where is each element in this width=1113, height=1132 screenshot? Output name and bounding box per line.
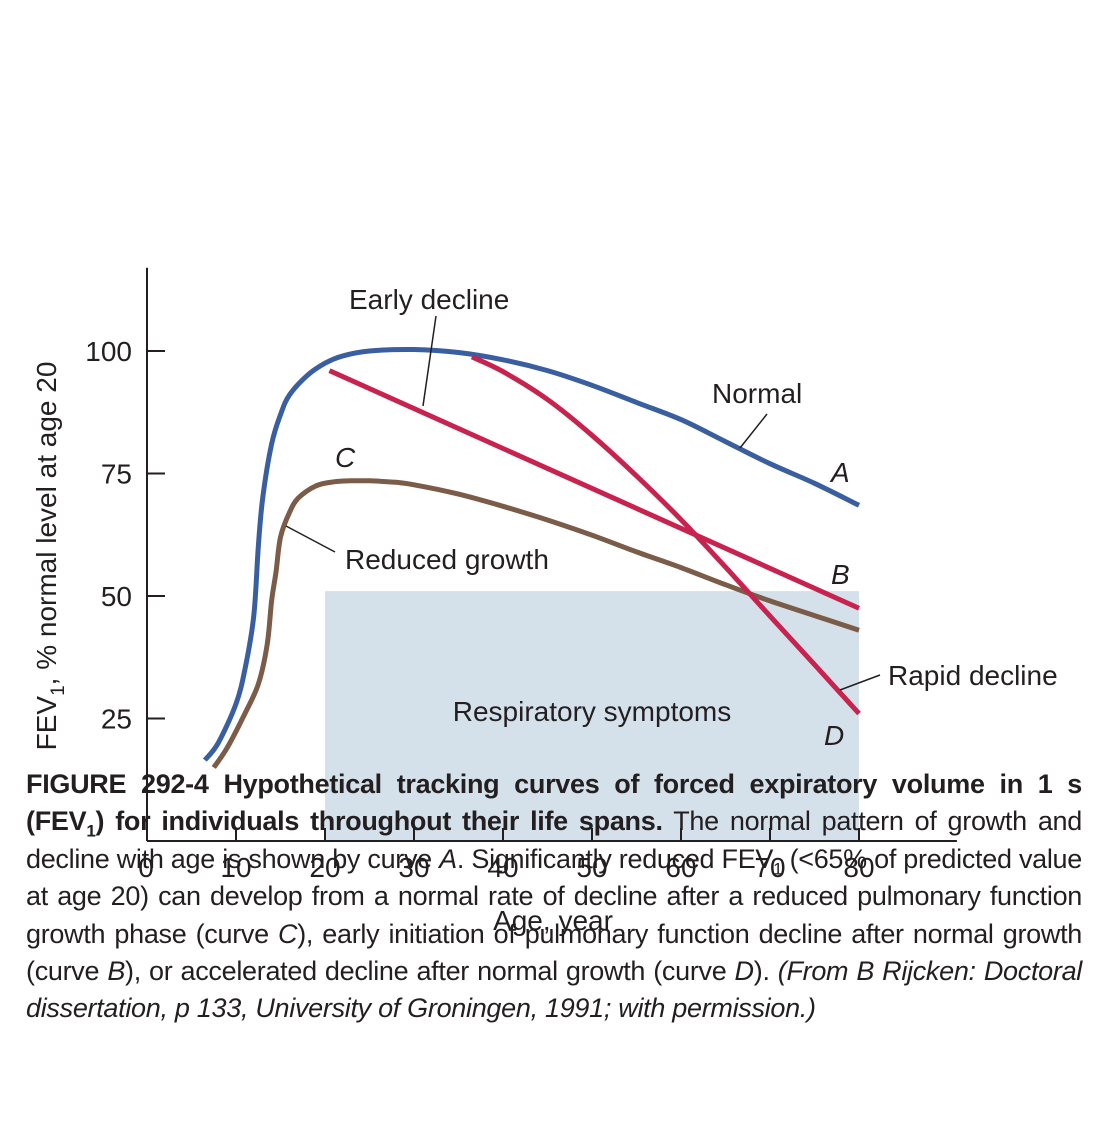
curve-letter-b: B [831,559,850,590]
y-axis-title: FEV1, % normal level at age 20 [31,362,69,751]
y-axis-title-subscript: 1 [48,685,69,696]
curve-letter-d: D [824,720,844,751]
normal-leader [739,413,768,449]
y-axis-title-main: FEV [31,696,62,751]
early-decline-leader [422,315,437,407]
curve-d [470,354,861,716]
caption-curve-a: A [439,843,457,874]
caption-curve-d: D [734,956,755,987]
x-tick-label: 30 [398,852,429,883]
caption-sub-1: 1 [86,821,96,841]
y-axis-title-rest: , % normal level at age 20 [31,362,62,686]
x-tick-label: 0 [138,852,154,883]
caption-text-b: . Significantly reduced FEV [456,843,774,874]
x-tick-label: 50 [576,852,607,883]
caption-text-a: The normal pattern of growth and decline… [26,806,1082,874]
caption-curve-c: C [278,918,298,949]
curves [202,346,861,769]
caption-source: (From B Rijcken: Doctoral dissertation, … [26,956,1082,1024]
caption-text-c: (<65% of predicted value at age 20) can … [26,843,1082,949]
x-tick-label: 70 [754,852,785,883]
x-axis-title: Age, year [493,905,613,936]
curve-c [211,478,860,769]
early-decline-label: Early decline [349,284,509,315]
curve-b [328,368,861,611]
respiratory-symptoms-region [325,591,859,841]
caption-figure-label: FIGURE 292-4 [26,769,209,799]
normal-label: Normal [712,378,802,409]
curve-letter-c: C [335,442,356,473]
x-tick-label: 80 [843,852,874,883]
x-tick-label: 40 [487,852,518,883]
y-tick-label: 75 [101,459,132,490]
y-tick-label: 100 [85,336,132,367]
reduced-growth-label: Reduced growth [345,544,549,575]
x-tick-label: 60 [665,852,696,883]
caption-text-e: ), or accelerated decline after normal g… [125,956,727,987]
x-tick-label: 20 [309,852,340,883]
caption-text-d: ), early initiation of pulmonary functio… [26,918,1083,987]
caption-bold-b: ) for individuals throughout their life … [95,806,663,837]
y-ticks: 25 50 75 100 [85,336,165,735]
figure-caption: FIGURE 292-4 Hypothetical tracking curve… [26,766,1082,1028]
caption-curve-b: B [107,956,126,987]
curve-letter-a: A [829,457,850,488]
rapid-decline-label: Rapid decline [888,660,1058,691]
curve-a [202,346,861,762]
y-tick-label: 50 [101,581,132,612]
x-ticks: 0 10 20 30 40 50 60 70 80 [138,828,875,883]
rapid-decline-leader [839,674,881,691]
x-tick-label: 10 [220,852,251,883]
reduced-growth-leader [285,525,336,553]
caption-sub-2: 1 [773,859,783,879]
caption-bold-a: Hypothetical tracking curves of forced e… [26,769,1082,837]
y-tick-label: 25 [101,704,132,735]
caption-text-f: ). [753,956,770,987]
respiratory-symptoms-label: Respiratory symptoms [453,696,732,727]
